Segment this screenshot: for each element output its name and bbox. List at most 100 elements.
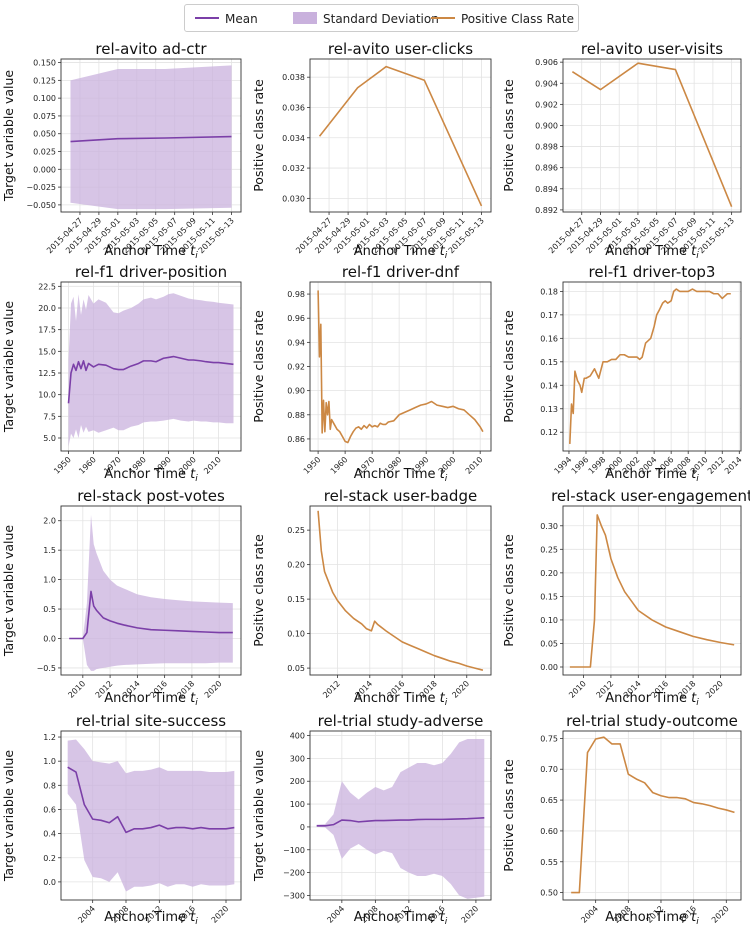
y-tick-label: 0.5	[43, 605, 56, 614]
x-tick-label: 1996	[570, 455, 591, 476]
chart-title: rel-trial study-outcome	[566, 712, 738, 730]
y-tick-label: 0.075	[33, 112, 56, 121]
x-axis-label: Anchor Time ti	[354, 691, 448, 708]
y-tick-label: 1.0	[43, 757, 56, 766]
y-tick-label: 0.12	[540, 428, 558, 437]
y-axis-label: Positive class rate	[251, 310, 266, 423]
y-tick-label: 17.5	[38, 326, 56, 335]
positive-rate-line	[569, 288, 731, 444]
y-tick-label: 0.20	[540, 569, 558, 578]
y-tick-label: 0.032	[282, 164, 305, 173]
legend-svg: Mean Standard Deviation Positive Class R…	[195, 12, 574, 26]
y-axis-label: Target variable value	[1, 750, 16, 882]
y-tick-label: −100	[283, 846, 305, 855]
y-tick-label: 0.25	[540, 545, 558, 554]
mean-line	[70, 135, 232, 143]
y-tick-label: 0.904	[535, 79, 558, 88]
plot-frame	[60, 505, 242, 676]
chart-panel-11: rel-trial study-adverse −300 −200 −100 0 100 2…	[251, 712, 492, 927]
y-tick-label: 0.15	[540, 592, 558, 601]
chart-title: rel-f1 driver-top3	[589, 263, 716, 281]
y-axis-label: Positive class rate	[251, 79, 266, 192]
x-tick-label: 2012	[706, 455, 727, 476]
x-tick-label: 2004	[76, 904, 97, 925]
x-tick-label: 2010	[567, 679, 588, 700]
plot-frame	[309, 730, 492, 901]
chart-title: rel-stack post-votes	[77, 487, 225, 505]
x-tick-label: 2004	[579, 904, 600, 925]
y-tick-label: 0.902	[535, 100, 558, 109]
y-tick-label: 0.898	[535, 143, 558, 152]
y-tick-label: 0.900	[535, 121, 558, 130]
x-tick-label: 2014	[723, 455, 744, 476]
chart-title: rel-f1 driver-position	[75, 263, 227, 281]
mean-line	[316, 816, 485, 827]
x-axis-label: Anchor Time ti	[354, 467, 448, 484]
chart-title: rel-avito ad-ctr	[95, 40, 207, 58]
chart-panel-7: rel-stack post-votes −0.5 0.0 0.5 1.0 1.5 2.0 2…	[1, 487, 242, 708]
y-tick-label: 0.8	[43, 781, 56, 790]
chart-title: rel-trial site-success	[76, 712, 226, 730]
x-axis-label: Anchor Time ti	[605, 910, 699, 927]
x-axis-label: Anchor Time ti	[605, 691, 699, 708]
y-tick-label: 0.86	[287, 435, 305, 444]
y-tick-label: 0.98	[287, 290, 305, 299]
chart-title: rel-avito user-clicks	[328, 40, 473, 58]
y-axis-label: Target variable value	[1, 301, 16, 433]
positive-rate-line	[317, 290, 484, 444]
x-axis-label: Anchor Time ti	[354, 244, 448, 261]
y-tick-label: 0.894	[535, 185, 558, 194]
x-tick-label: 2020	[704, 679, 725, 700]
chart-panel-1: rel-avito ad-ctr −0.050 −0.025 0.000 0.025 0.…	[1, 40, 242, 261]
chart-title: rel-stack user-badge	[324, 487, 477, 505]
y-tick-label: 0.30	[540, 522, 558, 531]
y-tick-label: 0.038	[282, 73, 305, 82]
y-tick-label: 1.0	[43, 576, 56, 585]
x-tick-label: 2020	[460, 904, 481, 925]
y-tick-label: 7.5	[43, 412, 56, 421]
positive-rate-line	[571, 62, 733, 208]
plot-frame	[60, 281, 242, 452]
chart-panel-6: rel-f1 driver-top3 0.12 0.13 0.14 0.15 0.16 0.…	[501, 263, 744, 484]
positive-rate-line	[318, 65, 483, 207]
y-tick-label: 0.13	[540, 405, 558, 414]
y-tick-label: 0.50	[540, 889, 558, 898]
y-tick-label: 22.5	[38, 282, 56, 291]
chart-title: rel-trial study-adverse	[318, 712, 484, 730]
y-tick-label: 0.16	[540, 334, 558, 343]
y-tick-label: 0.14	[540, 381, 558, 390]
std-band	[68, 293, 234, 447]
chart-panel-3: rel-avito user-visits 0.892 0.894 0.896 0.89…	[501, 40, 742, 261]
positive-rate-line	[569, 514, 735, 668]
y-tick-label: 0.70	[540, 765, 558, 774]
y-tick-label: 0.025	[33, 148, 56, 157]
y-tick-label: −0.025	[26, 183, 56, 192]
y-tick-label: 5.0	[43, 434, 56, 443]
y-tick-label: 0.036	[282, 103, 305, 112]
y-tick-label: 400	[290, 732, 305, 741]
y-tick-label: 0.18	[540, 287, 558, 296]
y-tick-label: 100	[290, 800, 305, 809]
y-tick-label: 0.05	[540, 639, 558, 648]
y-tick-label: 0.0	[43, 634, 56, 643]
legend-mean-label: Mean	[225, 12, 258, 26]
y-tick-label: 0.17	[540, 311, 558, 320]
x-tick-label: 1994	[553, 455, 574, 476]
y-tick-label: 0.906	[535, 58, 558, 67]
y-tick-label: 20.0	[38, 304, 56, 313]
chart-title: rel-f1 driver-dnf	[342, 263, 460, 281]
x-tick-label: 1950	[302, 455, 323, 476]
y-tick-label: −200	[283, 869, 305, 878]
y-tick-label: 0.100	[33, 94, 56, 103]
plot-frame	[60, 730, 242, 901]
y-tick-label: 0.030	[282, 194, 305, 203]
y-tick-label: 0.4	[43, 830, 56, 839]
x-axis-label: Anchor Time ti	[104, 691, 198, 708]
y-tick-label: 0.892	[535, 206, 558, 215]
x-tick-label: 2020	[203, 679, 224, 700]
chart-panel-4: rel-f1 driver-position 5.0 7.5 10.0 12.5 15.0…	[1, 263, 242, 484]
y-tick-label: 0.94	[287, 338, 305, 347]
y-tick-label: 0.65	[540, 796, 558, 805]
y-axis-label: Target variable value	[251, 750, 266, 882]
